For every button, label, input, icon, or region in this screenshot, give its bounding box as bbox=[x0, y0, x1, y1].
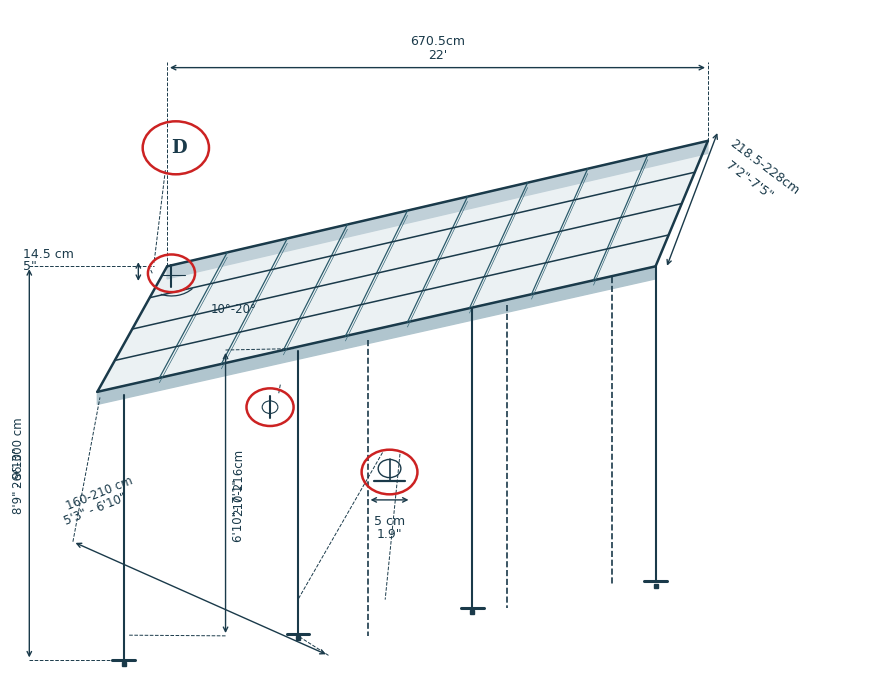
Text: 160-210 cm: 160-210 cm bbox=[64, 474, 135, 512]
Text: 5 cm: 5 cm bbox=[374, 515, 405, 528]
Text: 1.9": 1.9" bbox=[377, 528, 402, 541]
Text: 22': 22' bbox=[428, 49, 447, 62]
Text: 5'3" - 6'10": 5'3" - 6'10" bbox=[62, 491, 129, 528]
Polygon shape bbox=[167, 141, 708, 279]
Text: 218.5-228cm: 218.5-228cm bbox=[727, 137, 802, 197]
Text: 210-216cm: 210-216cm bbox=[232, 449, 245, 516]
Text: 14.5 cm: 14.5 cm bbox=[24, 248, 74, 260]
Text: 670.5cm: 670.5cm bbox=[410, 35, 465, 48]
Text: 8'9" - 9'10": 8'9" - 9'10" bbox=[12, 447, 25, 514]
Polygon shape bbox=[97, 266, 655, 405]
Text: 10°-20°: 10°-20° bbox=[211, 303, 256, 316]
Text: 7'2"-7'5": 7'2"-7'5" bbox=[723, 160, 774, 203]
Text: 266-300 cm: 266-300 cm bbox=[12, 417, 25, 488]
Text: D: D bbox=[172, 139, 187, 157]
Polygon shape bbox=[97, 141, 708, 392]
Text: 5": 5" bbox=[24, 260, 37, 273]
Text: 6'10"- 7'1": 6'10"- 7'1" bbox=[232, 479, 245, 542]
